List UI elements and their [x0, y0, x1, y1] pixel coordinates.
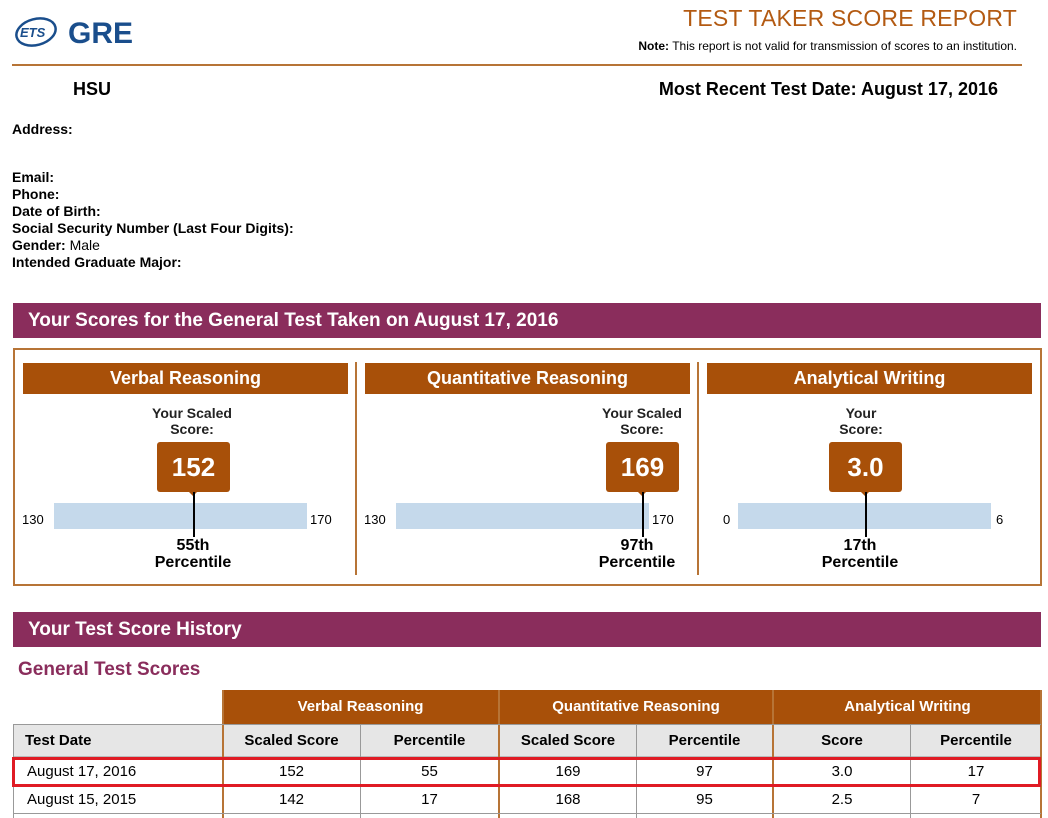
quant-percentile: 97th Percentile	[598, 537, 676, 571]
verbal-score-bar	[54, 503, 307, 529]
email-line: Email:	[12, 169, 55, 185]
major-line: Intended Graduate Major:	[12, 254, 182, 270]
table-border	[910, 725, 911, 818]
section-divider	[697, 362, 699, 575]
group-header-writing: Analytical Writing	[774, 690, 1041, 724]
table-border	[498, 690, 500, 818]
table-cell: 3.0	[831, 763, 853, 780]
table-border	[772, 690, 774, 818]
report-note: Note: This report is not valid for trans…	[638, 39, 1017, 53]
col-header-verbal-scaled: Scaled Score	[223, 725, 360, 757]
table-cell: 95	[696, 791, 713, 808]
verbal-min: 130	[22, 512, 44, 527]
quant-header: Quantitative Reasoning	[365, 363, 690, 394]
verbal-score-label: Your Scaled Score:	[152, 405, 232, 437]
table-cell: 142	[278, 791, 305, 808]
quant-min: 130	[364, 512, 386, 527]
writing-score-marker	[865, 492, 867, 537]
writing-min: 0	[723, 512, 731, 527]
col-header-test-date: Test Date	[13, 725, 223, 757]
verbal-header: Verbal Reasoning	[23, 363, 348, 394]
writing-percentile: 17th Percentile	[821, 537, 899, 571]
svg-text:GRE: GRE	[68, 17, 133, 50]
writing-score-bar	[738, 503, 991, 529]
writing-max: 6	[996, 512, 1004, 527]
ets-gre-logo: ETS GRE	[15, 17, 133, 50]
col-header-writing-percentile: Percentile	[911, 725, 1041, 757]
table-cell: 168	[555, 791, 581, 808]
svg-text:ETS: ETS	[20, 25, 46, 40]
candidate-name: HSU	[73, 79, 112, 99]
header-divider	[12, 64, 1022, 66]
ssn-line: Social Security Number (Last Four Digits…	[12, 220, 294, 236]
table-row-date: August 17, 2016	[27, 763, 137, 780]
verbal-score-marker	[193, 492, 195, 537]
table-border	[636, 725, 637, 818]
table-border	[1040, 690, 1042, 818]
table-cell: 17	[421, 791, 438, 808]
quant-max: 170	[652, 512, 674, 527]
group-header-quant: Quantitative Reasoning	[500, 690, 772, 724]
general-test-scores-title: General Test Scores	[18, 659, 201, 680]
scores-section-title: Your Scores for the General Test Taken o…	[13, 303, 1041, 338]
quant-score-bar	[396, 503, 649, 529]
most-recent-test-date: Most Recent Test Date: August 17, 2016	[658, 79, 998, 99]
address-line: Address:	[12, 121, 73, 137]
table-cell: 2.5	[831, 791, 853, 808]
table-row-date: August 15, 2015	[27, 791, 137, 808]
quant-score-value: 169	[606, 442, 679, 492]
quant-score-marker	[642, 492, 644, 537]
table-border	[360, 725, 361, 818]
writing-score-value: 3.0	[829, 442, 902, 492]
gender-line: Gender: Male	[12, 237, 100, 253]
col-header-writing-score: Score	[774, 725, 910, 757]
history-section-title: Your Test Score History	[13, 612, 1041, 647]
col-header-quant-scaled: Scaled Score	[500, 725, 636, 757]
note-text: This report is not valid for transmissio…	[672, 39, 1017, 53]
table-cell: 97	[696, 763, 713, 780]
note-label: Note:	[638, 39, 670, 53]
phone-line: Phone:	[12, 186, 60, 202]
writing-score-label: Your Score:	[839, 405, 883, 437]
group-header-verbal: Verbal Reasoning	[223, 690, 498, 724]
dob-line: Date of Birth:	[12, 203, 101, 219]
report-title: TEST TAKER SCORE REPORT	[683, 5, 1017, 31]
writing-header: Analytical Writing	[707, 363, 1032, 394]
table-cell: 169	[555, 763, 581, 780]
table-cell: 55	[421, 763, 438, 780]
verbal-score-value: 152	[157, 442, 230, 492]
verbal-percentile: 55th Percentile	[154, 537, 232, 571]
verbal-max: 170	[310, 512, 332, 527]
table-border	[13, 724, 1041, 725]
score-panel	[13, 348, 1042, 586]
table-cell: 7	[971, 791, 981, 808]
table-cell: 152	[278, 763, 305, 780]
table-border	[13, 813, 1041, 814]
section-divider	[355, 362, 357, 575]
table-cell: 17	[967, 763, 985, 780]
row-highlight	[12, 757, 1041, 787]
table-border	[222, 690, 224, 818]
col-header-quant-percentile: Percentile	[637, 725, 772, 757]
col-header-verbal-percentile: Percentile	[361, 725, 498, 757]
quant-score-label: Your Scaled Score:	[602, 405, 682, 437]
